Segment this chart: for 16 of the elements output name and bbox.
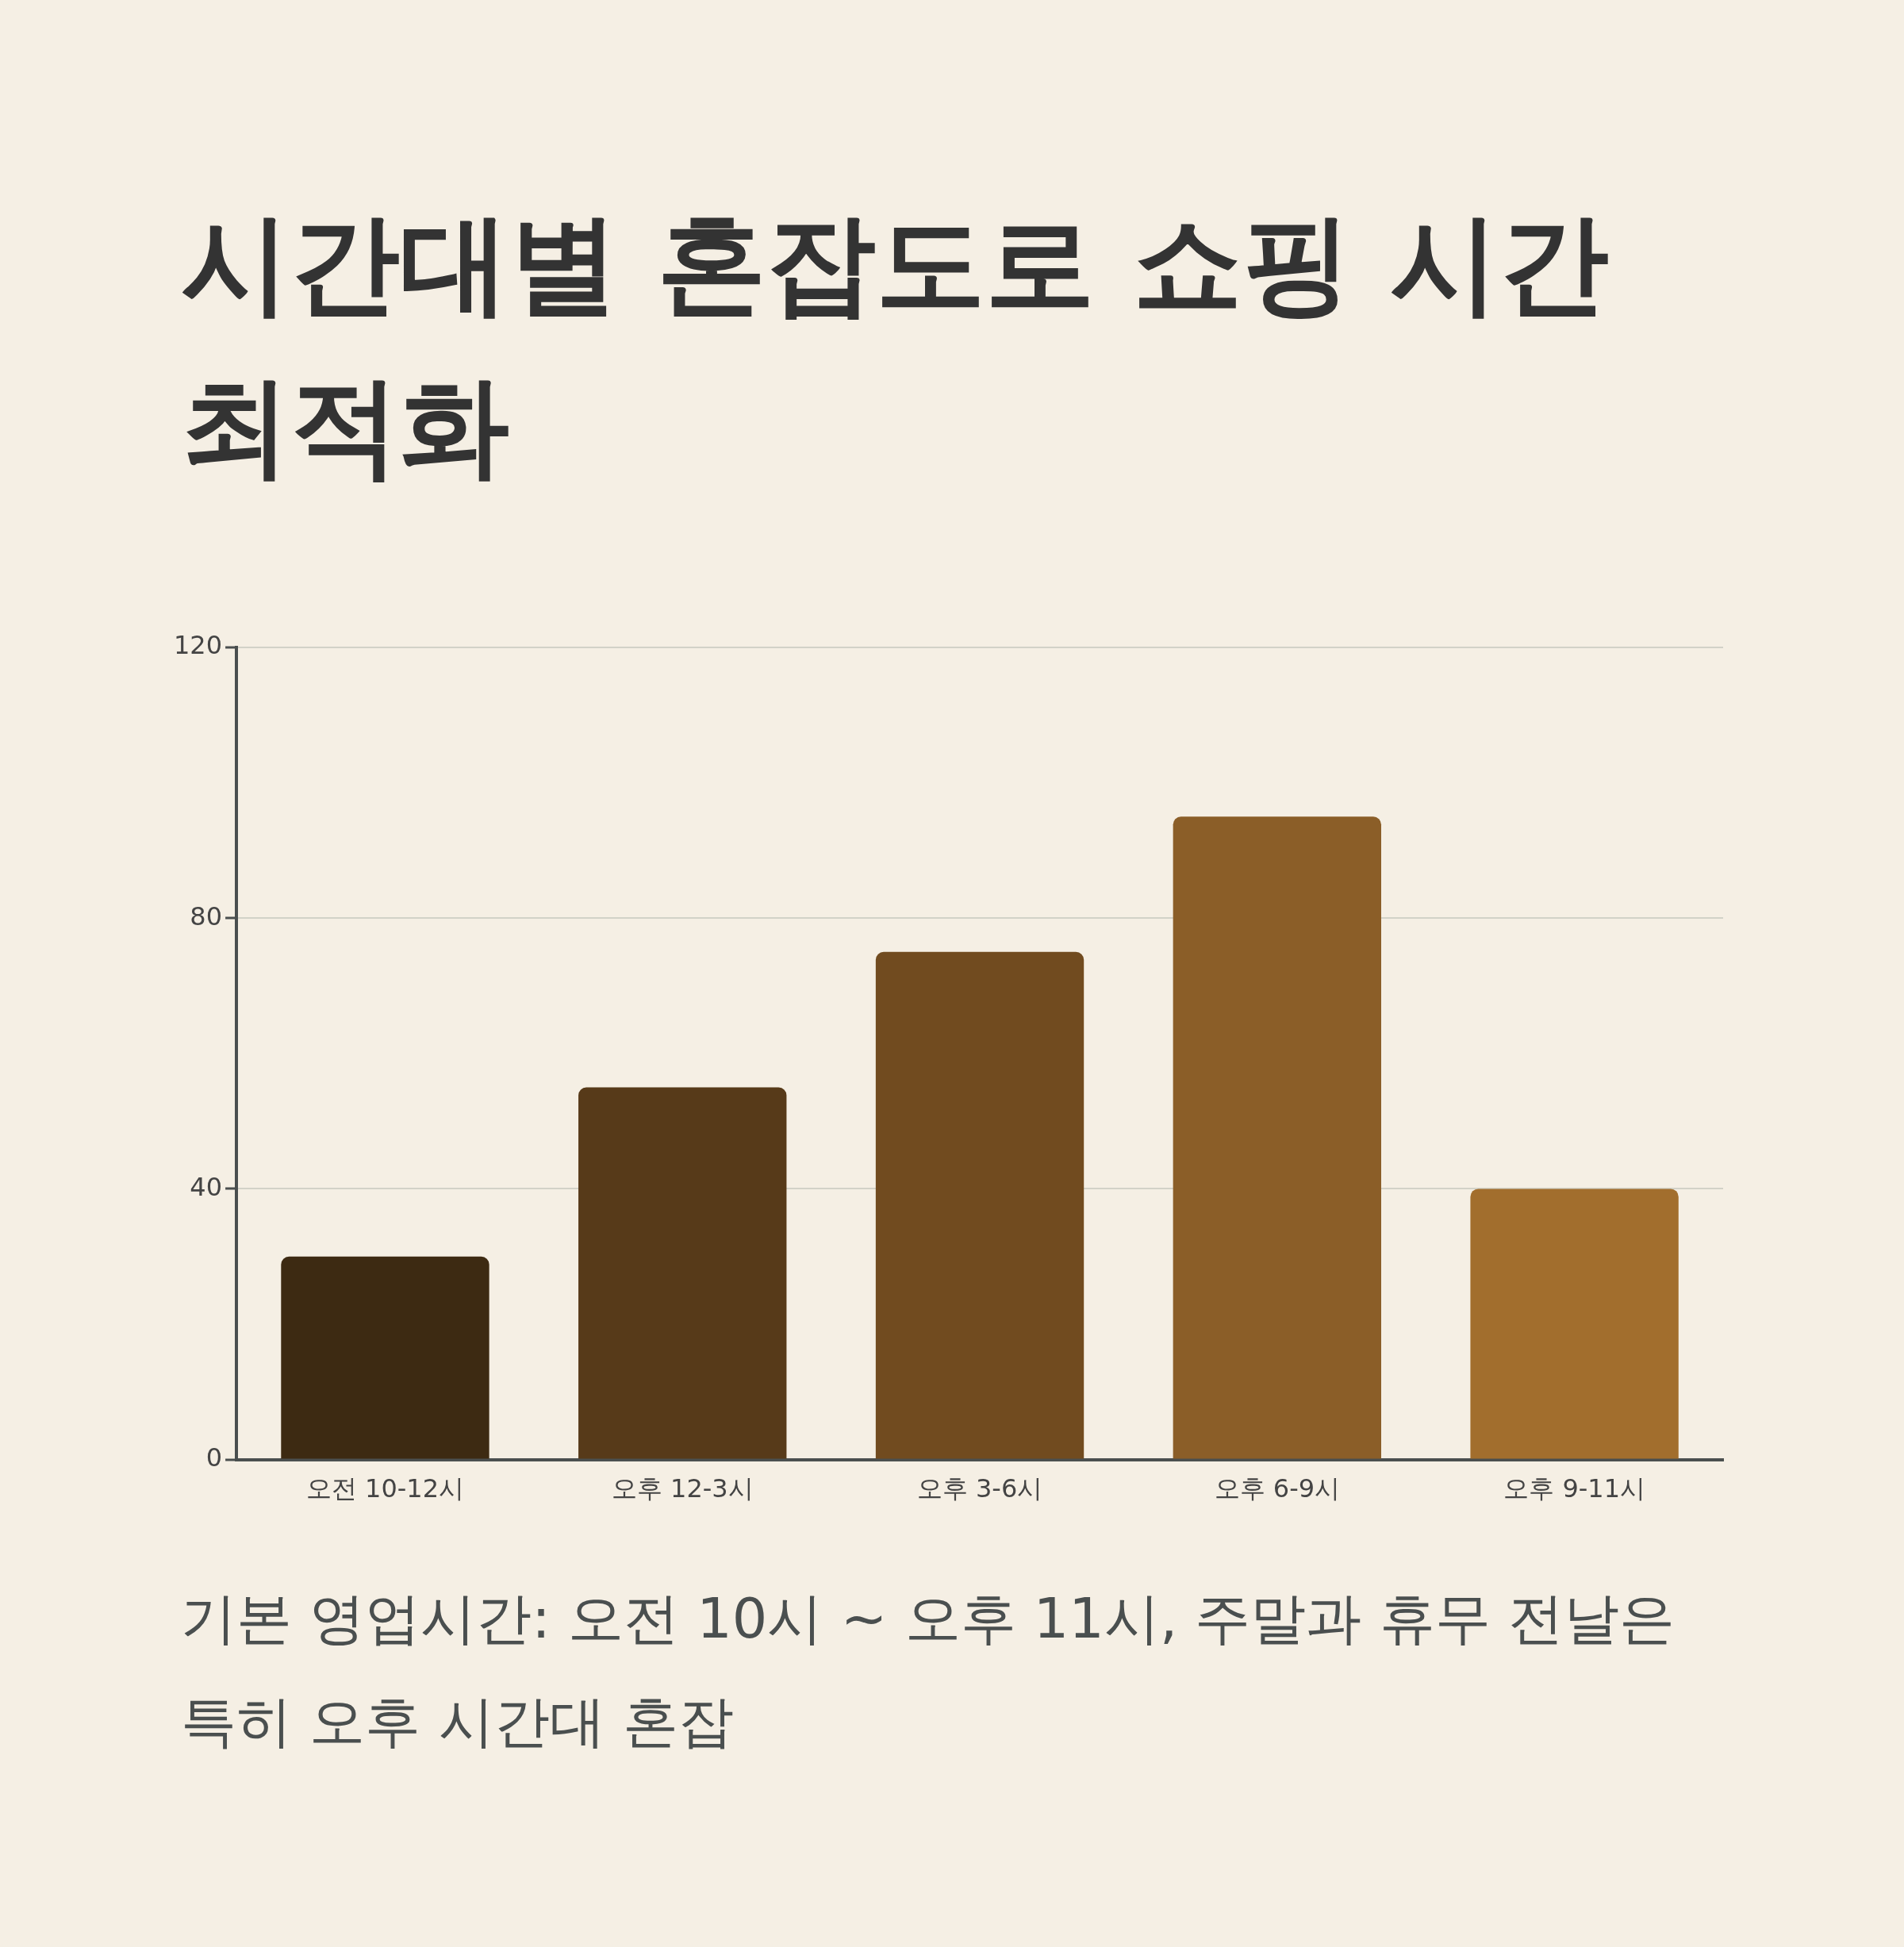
x-tick-label: 오전 10-12시	[305, 1473, 465, 1504]
bar	[578, 1087, 787, 1459]
x-tick-label: 오후 3-6시	[916, 1473, 1043, 1504]
bar	[875, 951, 1084, 1459]
bar	[1173, 816, 1381, 1459]
y-tick-label: 120	[174, 630, 223, 661]
x-tick-label: 오후 6-9시	[1214, 1473, 1341, 1504]
x-tick-label: 오후 12-3시	[611, 1473, 754, 1504]
bar	[1470, 1189, 1679, 1459]
y-tick-label: 40	[190, 1171, 223, 1202]
y-tick-label: 0	[205, 1442, 223, 1473]
bar	[281, 1256, 489, 1459]
y-tick-label: 80	[190, 901, 223, 931]
text: 기본 영업시간: 오전 10시 ~ 오후 11시, 주말과 휴무 전날은 특히 오후 시간대 혼잡	[181, 1585, 1676, 1756]
chart-title: 시간대별 혼잡도로 쇼핑 시간 최적화	[181, 199, 1610, 492]
x-tick-label: 오후 9-11시	[1503, 1473, 1646, 1504]
